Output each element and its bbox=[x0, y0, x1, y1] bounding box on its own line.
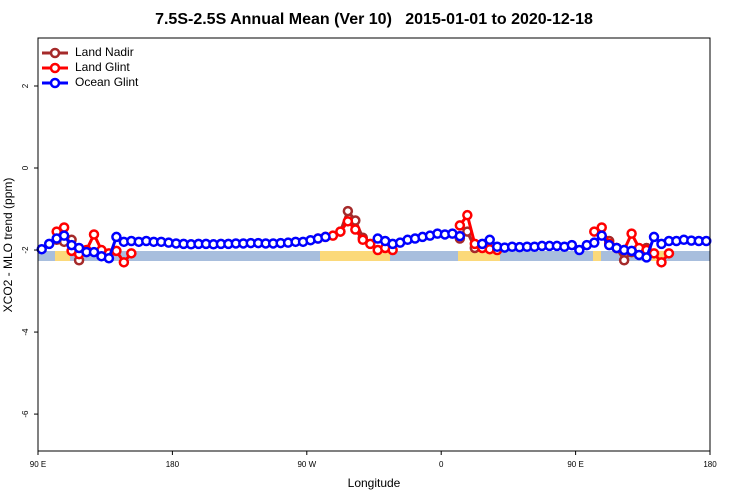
data-point bbox=[350, 224, 361, 235]
x-tick-label: 90 E bbox=[567, 460, 583, 469]
data-point bbox=[589, 237, 600, 248]
chart-title: 7.5S-2.5S Annual Mean (Ver 10) 2015-01-0… bbox=[155, 11, 593, 28]
land-band bbox=[458, 251, 500, 261]
land-band bbox=[593, 251, 601, 261]
data-point bbox=[365, 238, 376, 250]
data-point bbox=[58, 222, 70, 233]
y-tick-label: -2 bbox=[21, 246, 30, 254]
land-band bbox=[320, 251, 390, 261]
plot-area bbox=[36, 205, 712, 268]
data-point bbox=[454, 230, 466, 242]
y-tick-label: -6 bbox=[21, 410, 30, 418]
data-point bbox=[701, 235, 712, 247]
data-point bbox=[566, 239, 578, 251]
data-point bbox=[656, 257, 667, 268]
data-point bbox=[73, 242, 85, 254]
y-axis-label: XCO2 - MLO trend (ppm) bbox=[1, 178, 15, 313]
data-point bbox=[118, 257, 130, 268]
x-tick-label: 0 bbox=[439, 460, 444, 469]
legend-marker bbox=[49, 62, 61, 74]
legend-label: Land Glint bbox=[75, 60, 130, 74]
data-point bbox=[88, 229, 100, 240]
data-point bbox=[641, 252, 652, 263]
data-point bbox=[484, 234, 495, 246]
data-point bbox=[111, 231, 122, 243]
y-tick-label: -4 bbox=[21, 328, 30, 336]
data-point bbox=[462, 209, 473, 221]
x-tick-label: 90 W bbox=[297, 460, 316, 469]
land-band bbox=[55, 251, 70, 261]
data-point bbox=[626, 245, 637, 257]
data-point bbox=[477, 238, 488, 250]
legend-marker bbox=[49, 77, 61, 89]
data-point bbox=[454, 220, 466, 231]
plot-frame bbox=[37, 37, 711, 452]
data-point bbox=[357, 234, 369, 246]
data-point bbox=[596, 230, 607, 241]
data-point bbox=[648, 231, 660, 243]
legend-marker bbox=[49, 47, 61, 59]
data-point bbox=[335, 226, 346, 237]
y-tick-label: 2 bbox=[21, 83, 30, 88]
data-point bbox=[648, 248, 660, 259]
x-tick-label: 180 bbox=[703, 460, 717, 469]
data-point bbox=[58, 230, 70, 241]
x-axis-label: Longitude bbox=[348, 476, 401, 490]
y-tick-label: 0 bbox=[21, 165, 30, 170]
x-tick-label: 180 bbox=[166, 460, 180, 469]
data-point bbox=[36, 243, 47, 255]
data-point bbox=[103, 252, 115, 264]
data-point bbox=[320, 231, 331, 243]
data-point bbox=[589, 226, 600, 237]
data-point bbox=[342, 216, 354, 227]
data-point bbox=[663, 248, 675, 259]
data-point bbox=[342, 205, 354, 217]
data-point bbox=[618, 255, 630, 266]
legend-label: Ocean Glint bbox=[75, 75, 139, 89]
data-point bbox=[596, 222, 607, 233]
x-tick-label: 90 E bbox=[30, 460, 46, 469]
data-point bbox=[126, 248, 137, 259]
data-point bbox=[43, 238, 55, 250]
data-point bbox=[88, 246, 100, 258]
legend-label: Land Nadir bbox=[75, 45, 134, 59]
data-point bbox=[574, 244, 585, 256]
data-point bbox=[626, 228, 637, 239]
